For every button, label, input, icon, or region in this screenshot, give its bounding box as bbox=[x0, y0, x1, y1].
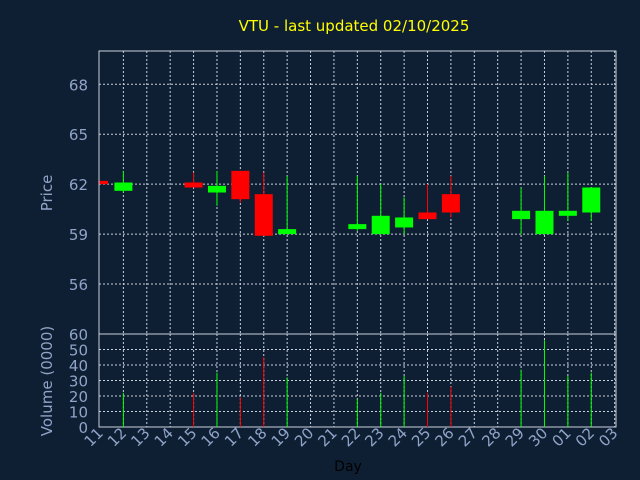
candle bbox=[371, 184, 390, 235]
candle-body bbox=[395, 217, 414, 228]
candle bbox=[254, 172, 273, 236]
volume-bars bbox=[122, 340, 592, 427]
volume-tick-label: 50 bbox=[69, 342, 88, 360]
candle-body bbox=[512, 210, 531, 220]
candle bbox=[99, 180, 108, 185]
volume-tick-label: 40 bbox=[69, 357, 88, 375]
price-panel: 56 59 62 65 68 Price bbox=[38, 50, 617, 335]
candle-body bbox=[231, 170, 250, 200]
candle bbox=[535, 175, 554, 235]
candle bbox=[441, 175, 460, 218]
volume-tick-label: 60 bbox=[69, 326, 88, 344]
candle bbox=[207, 170, 226, 206]
candle bbox=[278, 175, 297, 235]
candle bbox=[558, 172, 577, 221]
volume-tick-label: 30 bbox=[69, 373, 88, 391]
candle-body bbox=[207, 185, 226, 193]
candle-body bbox=[371, 215, 390, 235]
volume-tick-label: 0 bbox=[78, 419, 88, 437]
candle bbox=[418, 184, 437, 220]
price-tick-label: 65 bbox=[69, 126, 88, 144]
candle bbox=[184, 172, 203, 188]
price-y-ticks: 56 59 62 65 68 bbox=[69, 76, 88, 294]
x-axis-label: Day bbox=[334, 459, 362, 475]
volume-tick-label: 20 bbox=[69, 388, 88, 406]
price-axis-label: Price bbox=[38, 175, 56, 212]
candle-body bbox=[441, 194, 460, 213]
price-tick-label: 56 bbox=[69, 276, 88, 294]
chart-title: VTU - last updated 02/10/2025 bbox=[239, 17, 470, 35]
candle bbox=[512, 187, 531, 235]
candle-body bbox=[114, 182, 133, 191]
candle-body bbox=[254, 194, 273, 236]
candle-body bbox=[278, 229, 297, 235]
candle bbox=[348, 175, 367, 231]
price-tick-label: 62 bbox=[69, 176, 88, 194]
candles bbox=[99, 170, 601, 236]
candle-body bbox=[418, 212, 437, 220]
price-tick-label: 68 bbox=[69, 76, 88, 94]
candle bbox=[231, 170, 250, 203]
candle-body bbox=[348, 224, 367, 230]
volume-tick-label: 10 bbox=[69, 404, 88, 422]
candle-body bbox=[582, 187, 601, 213]
candle-body bbox=[184, 182, 203, 188]
candle bbox=[395, 197, 414, 235]
candle bbox=[114, 170, 133, 193]
x-ticks: 1112131415161718192021222324252627282930… bbox=[81, 424, 622, 450]
volume-axis-label: Volume (0000) bbox=[38, 326, 56, 436]
candle bbox=[582, 187, 601, 221]
price-tick-label: 59 bbox=[69, 226, 88, 244]
candle-body bbox=[535, 210, 554, 235]
candle-body bbox=[558, 210, 577, 216]
candle-body bbox=[100, 180, 108, 185]
